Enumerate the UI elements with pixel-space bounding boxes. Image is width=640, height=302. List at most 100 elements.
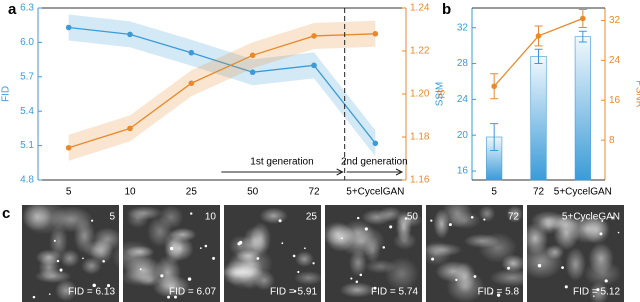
image-texture bbox=[567, 214, 609, 244]
point bbox=[65, 24, 72, 31]
image-speck bbox=[59, 268, 63, 272]
image-speck bbox=[174, 295, 177, 299]
annotation: 2nd generation bbox=[341, 157, 408, 168]
image-tag: 5 bbox=[109, 212, 115, 223]
image-speck bbox=[212, 256, 216, 260]
image-texture bbox=[321, 221, 354, 247]
image-speck bbox=[356, 216, 360, 220]
image-caption: FID = 5.74 bbox=[371, 287, 418, 298]
image-speck bbox=[160, 274, 164, 278]
image-speck bbox=[359, 273, 363, 277]
image-speck bbox=[341, 237, 344, 240]
confidence-band bbox=[68, 14, 376, 157]
y-axis-label: FID bbox=[1, 86, 12, 102]
point bbox=[188, 80, 195, 87]
image-speck bbox=[355, 280, 359, 283]
image-speck bbox=[199, 247, 202, 250]
image-speck bbox=[304, 247, 306, 250]
image-speck bbox=[604, 279, 608, 283]
image-speck bbox=[187, 277, 192, 281]
y-tick-label: 6.3 bbox=[20, 3, 34, 14]
image-speck bbox=[404, 217, 408, 220]
image-speck bbox=[238, 240, 243, 245]
image-speck bbox=[611, 216, 614, 219]
micrograph bbox=[421, 198, 536, 302]
error-bar bbox=[490, 123, 499, 151]
annotation: 1st generation bbox=[250, 157, 313, 168]
panel-label: c bbox=[2, 205, 10, 222]
image-speck bbox=[293, 290, 297, 293]
x-tick-label: 72 bbox=[308, 187, 320, 198]
x-tick-label: 25 bbox=[186, 187, 198, 198]
image-speck bbox=[364, 227, 368, 231]
image-texture bbox=[478, 205, 496, 222]
point bbox=[311, 33, 317, 39]
image-texture bbox=[421, 240, 452, 266]
x-tick-label: 72 bbox=[533, 187, 545, 198]
image-texture bbox=[163, 230, 184, 264]
y-axis-label: SSIM bbox=[435, 82, 446, 106]
image-speck bbox=[297, 270, 300, 274]
point bbox=[188, 49, 195, 56]
image-speck bbox=[431, 257, 435, 261]
error-bar bbox=[534, 48, 543, 65]
image-texture bbox=[448, 211, 482, 230]
point bbox=[372, 31, 379, 37]
image-texture bbox=[530, 210, 566, 231]
image-speck bbox=[204, 244, 208, 248]
y-tick-label: 5.1 bbox=[20, 140, 34, 151]
error-bar bbox=[578, 30, 587, 43]
y-tick-label: 20 bbox=[457, 130, 469, 141]
x-tick-label: 50 bbox=[247, 187, 259, 198]
y-tick-label: 28 bbox=[457, 58, 469, 69]
x-tick-label: 5+CycelGAN bbox=[554, 187, 612, 198]
image-speck bbox=[82, 257, 84, 260]
panel-label: a bbox=[8, 1, 17, 18]
error-bar bbox=[578, 8, 587, 28]
image-speck bbox=[601, 220, 604, 222]
image-texture bbox=[82, 240, 113, 259]
image-tag: 5+CycleGAN bbox=[562, 212, 620, 223]
micrograph bbox=[519, 205, 624, 302]
image-speck bbox=[561, 266, 564, 269]
image-speck bbox=[455, 278, 458, 282]
image-speck bbox=[373, 286, 377, 290]
x-tick-label: 5 bbox=[491, 187, 497, 198]
image-texture bbox=[463, 233, 500, 249]
image-speck bbox=[389, 225, 393, 229]
y2-tick-label: 24 bbox=[609, 55, 621, 66]
y2-axis-label: SI bbox=[434, 89, 445, 98]
image-speck bbox=[139, 268, 142, 271]
generation-arrow bbox=[346, 168, 404, 176]
image-speck bbox=[53, 239, 56, 242]
image-speck bbox=[92, 283, 97, 288]
image-speck bbox=[278, 219, 282, 223]
image-texture bbox=[364, 236, 381, 264]
x-tick-label: 5 bbox=[66, 187, 72, 198]
image-texture bbox=[433, 208, 450, 239]
image-speck bbox=[48, 293, 51, 295]
image-speck bbox=[617, 231, 620, 234]
image-texture bbox=[546, 244, 565, 260]
image-texture bbox=[435, 260, 472, 283]
y2-tick-label: 1.20 bbox=[410, 89, 430, 100]
image-texture bbox=[81, 257, 102, 275]
x-tick-label: 5+CycelGAN bbox=[346, 187, 404, 198]
image-speck bbox=[599, 232, 603, 236]
y2-tick-label: 1.24 bbox=[410, 3, 430, 14]
point bbox=[65, 144, 72, 151]
image-speck bbox=[490, 292, 493, 295]
image-speck bbox=[167, 295, 171, 299]
line bbox=[68, 26, 376, 144]
image-tag: 50 bbox=[407, 212, 419, 223]
bar bbox=[530, 56, 547, 181]
image-caption: FID = 5.12 bbox=[573, 287, 620, 298]
image-texture bbox=[125, 245, 155, 258]
image-texture bbox=[339, 282, 375, 298]
panel-label: b bbox=[442, 1, 451, 18]
image-texture bbox=[59, 249, 80, 268]
y2-tick-label: 1.18 bbox=[410, 132, 430, 143]
image-texture bbox=[22, 202, 52, 232]
image-speck bbox=[56, 259, 60, 263]
